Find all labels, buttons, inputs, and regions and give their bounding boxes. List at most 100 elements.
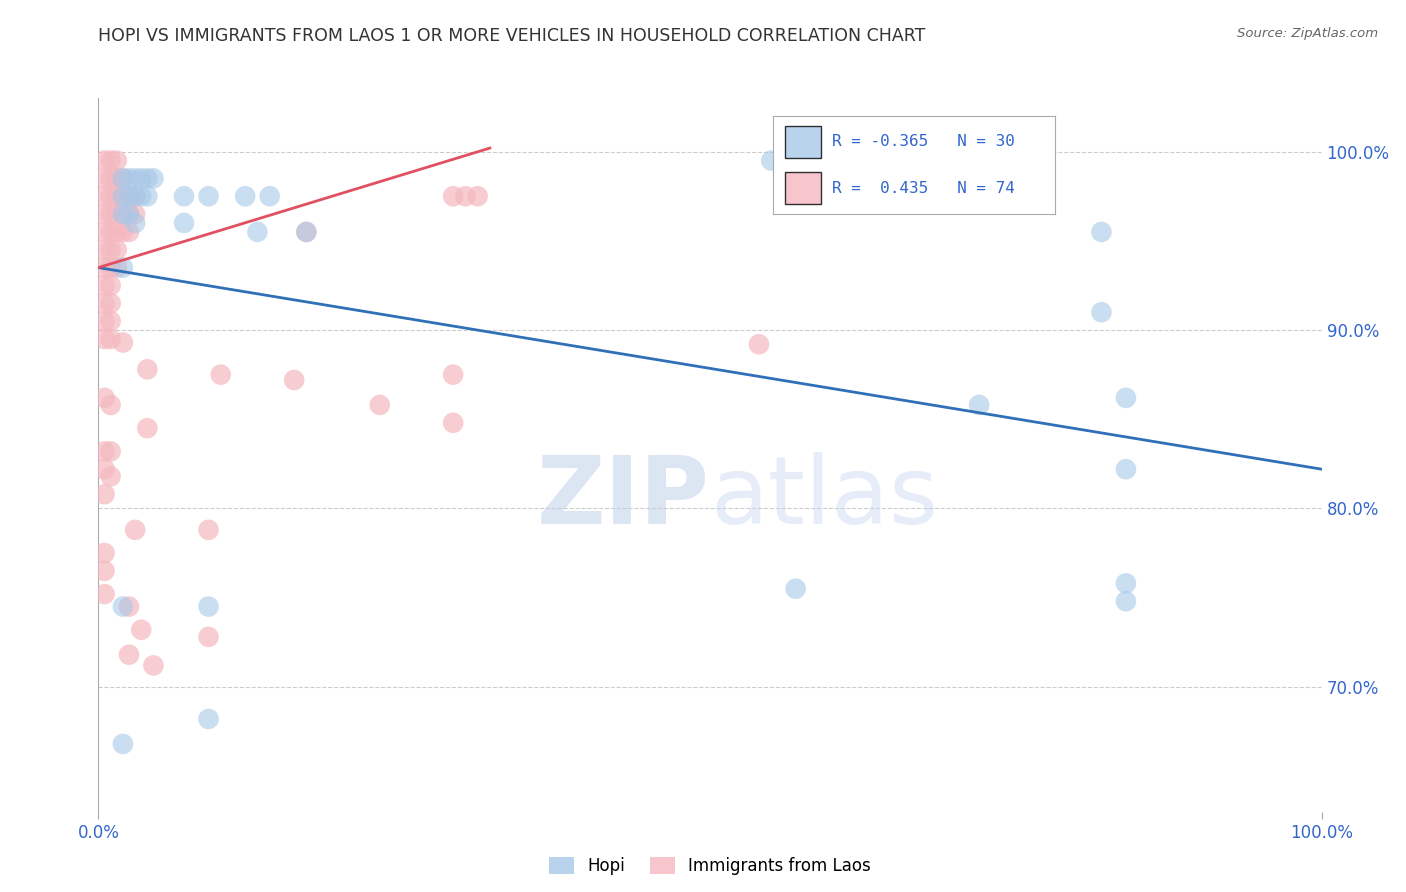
Point [118, 648, 141, 662]
Point [93, 225, 115, 239]
Text: R =  0.435   N = 74: R = 0.435 N = 74 [832, 180, 1015, 195]
Point [748, 337, 770, 351]
Point [100, 332, 122, 346]
Point [118, 189, 141, 203]
Point [93, 444, 115, 458]
Point [441, 189, 464, 203]
FancyBboxPatch shape [785, 126, 821, 158]
Point [197, 189, 219, 203]
Point [118, 171, 141, 186]
Point [295, 225, 318, 239]
Point [93, 462, 115, 476]
Point [100, 278, 122, 293]
Point [93, 391, 115, 405]
Point [173, 189, 195, 203]
Point [173, 216, 195, 230]
Legend: Hopi, Immigrants from Laos: Hopi, Immigrants from Laos [543, 850, 877, 882]
Point [197, 599, 219, 614]
Point [100, 207, 122, 221]
Text: R = -0.365   N = 30: R = -0.365 N = 30 [832, 135, 1015, 150]
Point [1090, 305, 1112, 319]
Point [100, 398, 122, 412]
Point [136, 171, 159, 186]
Point [246, 225, 269, 239]
Point [142, 658, 165, 673]
Point [111, 335, 134, 350]
Point [454, 189, 477, 203]
Point [93, 564, 115, 578]
Point [111, 225, 134, 239]
FancyBboxPatch shape [785, 172, 821, 204]
Point [93, 153, 115, 168]
Point [100, 469, 122, 483]
Point [93, 314, 115, 328]
Point [124, 189, 146, 203]
Point [100, 171, 122, 186]
Point [93, 243, 115, 257]
Point [100, 189, 122, 203]
Point [111, 189, 134, 203]
Point [111, 189, 134, 203]
Point [1115, 594, 1137, 608]
Point [100, 153, 122, 168]
Point [785, 582, 807, 596]
Point [105, 189, 128, 203]
Point [118, 599, 141, 614]
Point [105, 260, 128, 275]
Point [93, 189, 115, 203]
Point [93, 260, 115, 275]
Text: Source: ZipAtlas.com: Source: ZipAtlas.com [1237, 27, 1378, 40]
Point [118, 207, 141, 221]
Point [93, 487, 115, 501]
Y-axis label: 1 or more Vehicles in Household: 1 or more Vehicles in Household [0, 331, 7, 579]
Point [124, 523, 146, 537]
Point [129, 171, 152, 186]
Point [295, 225, 318, 239]
Point [124, 189, 146, 203]
Point [129, 623, 152, 637]
Point [441, 416, 464, 430]
Point [93, 207, 115, 221]
Point [105, 171, 128, 186]
Point [93, 587, 115, 601]
Point [197, 712, 219, 726]
Point [111, 171, 134, 186]
Point [1115, 391, 1137, 405]
Point [129, 189, 152, 203]
Point [233, 189, 256, 203]
Point [1090, 225, 1112, 239]
Point [105, 243, 128, 257]
Point [761, 153, 783, 168]
Point [136, 362, 159, 376]
Point [124, 207, 146, 221]
Point [118, 189, 141, 203]
Point [197, 523, 219, 537]
Point [105, 153, 128, 168]
Point [100, 225, 122, 239]
Point [368, 398, 391, 412]
Point [197, 630, 219, 644]
Point [136, 421, 159, 435]
Text: ZIP: ZIP [537, 451, 710, 544]
Point [124, 216, 146, 230]
Point [259, 189, 281, 203]
Text: atlas: atlas [710, 451, 938, 544]
Point [93, 296, 115, 310]
Point [100, 444, 122, 458]
Point [136, 189, 159, 203]
Point [100, 314, 122, 328]
Point [441, 368, 464, 382]
Point [1115, 576, 1137, 591]
Point [105, 225, 128, 239]
Point [111, 260, 134, 275]
Point [967, 398, 990, 412]
Point [142, 171, 165, 186]
Point [124, 171, 146, 186]
Point [111, 171, 134, 186]
Point [100, 243, 122, 257]
Text: HOPI VS IMMIGRANTS FROM LAOS 1 OR MORE VEHICLES IN HOUSEHOLD CORRELATION CHART: HOPI VS IMMIGRANTS FROM LAOS 1 OR MORE V… [98, 27, 925, 45]
Point [467, 189, 489, 203]
Point [209, 368, 232, 382]
Point [111, 207, 134, 221]
Point [111, 599, 134, 614]
